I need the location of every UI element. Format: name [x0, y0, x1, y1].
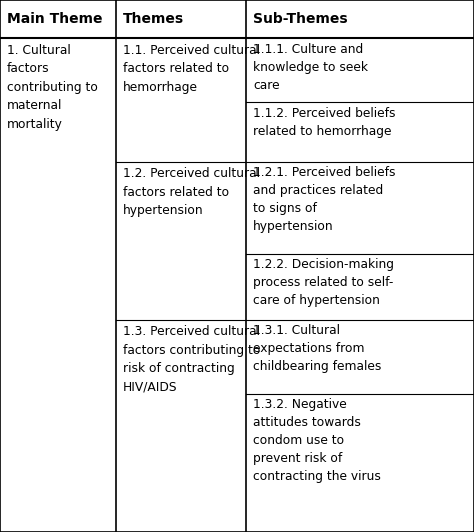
Text: 1.1.2. Perceived beliefs
related to hemorrhage: 1.1.2. Perceived beliefs related to hemo…	[253, 107, 396, 138]
Text: 1.2. Perceived cultural
factors related to
hypertension: 1.2. Perceived cultural factors related …	[123, 167, 260, 217]
Text: 1.1.1. Culture and
knowledge to seek
care: 1.1.1. Culture and knowledge to seek car…	[253, 43, 368, 92]
Text: 1. Cultural
factors
contributing to
maternal
mortality: 1. Cultural factors contributing to mate…	[7, 44, 98, 131]
Text: 1.3. Perceived cultural
factors contributing to
risk of contracting
HIV/AIDS: 1.3. Perceived cultural factors contribu…	[123, 325, 260, 394]
Text: 1.3.2. Negative
attitudes towards
condom use to
prevent risk of
contracting the : 1.3.2. Negative attitudes towards condom…	[253, 398, 381, 483]
Text: 1.2.2. Decision-making
process related to self-
care of hypertension: 1.2.2. Decision-making process related t…	[253, 258, 394, 307]
Text: Themes: Themes	[123, 12, 184, 26]
Text: 1.2.1. Perceived beliefs
and practices related
to signs of
hypertension: 1.2.1. Perceived beliefs and practices r…	[253, 166, 396, 233]
Text: 1.3.1. Cultural
expectations from
childbearing females: 1.3.1. Cultural expectations from childb…	[253, 324, 382, 373]
Text: Main Theme: Main Theme	[7, 12, 102, 26]
Text: Sub-Themes: Sub-Themes	[253, 12, 348, 26]
Text: 1.1. Perceived cultural
factors related to
hemorrhage: 1.1. Perceived cultural factors related …	[123, 44, 260, 94]
